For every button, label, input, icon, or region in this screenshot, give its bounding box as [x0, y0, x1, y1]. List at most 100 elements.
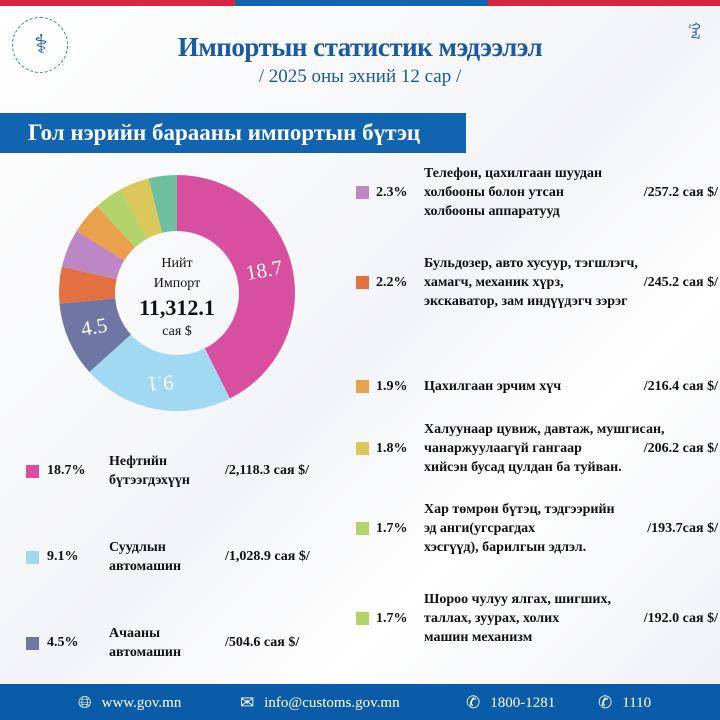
legend-label-line: Суудлын [109, 540, 166, 555]
donut-slice [59, 298, 131, 372]
legend-label-line: холбооны аппаратууд [424, 204, 560, 219]
donut-slice [76, 206, 135, 261]
globe-icon: 🌐︎ [78, 693, 92, 713]
phone-link[interactable]: ✆ 1110 [598, 693, 651, 713]
mail-icon: ✉ [240, 693, 255, 713]
legend-swatch [356, 612, 369, 625]
legend-value: /257.2 сая $/ [643, 185, 718, 200]
legend-item: 1.8% Халуунаар цувиж, давтаж, мушгисан, … [356, 420, 718, 477]
slice-label: 9.1 [146, 371, 174, 397]
phone-icon: ✆ [466, 693, 481, 713]
donut-slice [89, 334, 230, 411]
legend-label: Шороо чулуу ялгах, шигших, таллах, зуура… [424, 590, 718, 647]
legend-percent: 1.7% [376, 610, 408, 626]
mongolian-script-logo: ᠭᠠᠯ [688, 22, 702, 40]
legend-item: 2.2% Бульдозер, авто хусуур, тэгшлэгч, х… [356, 254, 718, 311]
center-label: Импорт [153, 276, 201, 291]
legend-label-line: экскаватор, зам индүүдэгч зэрэг [424, 294, 628, 309]
top-stripe-blue [235, 0, 488, 6]
customs-logo: ⚕ [12, 17, 68, 73]
legend-swatch [356, 186, 369, 199]
page-subtitle: / 2025 оны эхний 12 сар / [258, 66, 462, 87]
legend-percent: 4.5% [47, 635, 79, 650]
legend-percent: 1.8% [376, 440, 408, 456]
legend-label-line: Хар төмрөн бүтэц, тэдгээрийн [424, 502, 615, 517]
website-text: www.gov.mn [101, 694, 182, 711]
legend-item: 1.9% Цахилгаан эрчим хүч/216.4 сая $/ [356, 358, 718, 415]
legend-label: Цахилгаан эрчим хүч/216.4 сая $/ [424, 358, 718, 415]
legend-label-line: автомашин [109, 559, 182, 574]
legend-swatch [356, 380, 369, 393]
legend-swatch [356, 276, 369, 289]
donut-slice [61, 230, 125, 280]
website-link[interactable]: 🌐︎ www.gov.mn [78, 693, 181, 713]
legend-value: /1,028.9 сая $/ [225, 549, 310, 564]
legend-value: /2,118.3 сая $/ [225, 463, 309, 478]
legend-label-line: хэсгүүд), барилгын эдлэл. [424, 540, 587, 555]
legend-label-line: Нефтийн [109, 454, 168, 469]
legend-label-line: Халуунаар цувиж, давтаж, мушгисан, [424, 422, 665, 437]
legend-label-line: эд анги(угсрагдах [424, 521, 536, 536]
legend-label-line: холбооны болон утсан [424, 185, 564, 200]
footer: 🌐︎ www.gov.mn ✉ info@customs.gov.mn ✆ 1800-… [0, 684, 720, 720]
section-banner: Гол нэрийн барааны импортын бүтэц [0, 113, 466, 153]
slice-label: 4.5 [79, 313, 109, 341]
legend-label-line: Телефон, цахилгаан шуудан [424, 166, 603, 181]
legend-swatch [26, 636, 39, 650]
legend-swatch [356, 442, 369, 455]
legend-item: 4.5% Ачааны автомашин /504.6 сая $/ [26, 624, 299, 662]
legend-item: 1.7% Хар төмрөн бүтэц, тэдгээрийн эд анг… [356, 500, 718, 557]
legend-percent: 1.7% [376, 520, 408, 536]
legend-label: Хар төмрөн бүтэц, тэдгээрийн эд анги(угс… [424, 500, 718, 557]
legend-item: 2.3% Телефон, цахилгаан шуудан холбооны … [356, 164, 718, 221]
email-text: info@customs.gov.mn [264, 694, 400, 711]
donut-slice [120, 178, 163, 239]
total-value: 11,312.1 [139, 295, 215, 320]
legend-label: Халуунаар цувиж, давтаж, мушгисан, чанар… [424, 420, 718, 477]
legend-label: Бульдозер, авто хусуур, тэгшлэгч, хамагч… [424, 254, 718, 311]
legend-percent: 18.7% [47, 463, 86, 478]
phone-text: 1800-1281 [490, 694, 556, 711]
legend-label-line: Ачааны [109, 626, 161, 641]
page-title: Импортын статистик мэдээлэл [177, 32, 543, 62]
legend-label-line: чанаржуулаагүй гангаар [424, 441, 582, 456]
legend-value: /192.0 сая $/ [643, 611, 718, 626]
legend-label-line: Цахилгаан эрчим хүч [424, 379, 562, 394]
donut-slice [177, 175, 295, 399]
legend-value: /193.7сая $/ [647, 521, 718, 536]
donut-slice [59, 266, 117, 304]
donut-center: Нийт Импорт 11,312.1 сая $ [115, 254, 239, 342]
donut-slice [148, 175, 177, 233]
legend-percent: 2.3% [376, 184, 408, 200]
legend-label: Нефтийн бүтээгдэхүүн [109, 452, 225, 490]
legend-swatch [26, 464, 39, 478]
legend-label-line: хийсэн бусад цулдан ба туйван. [424, 460, 622, 475]
legend-percent: 2.2% [376, 274, 408, 290]
donut-slice [97, 189, 148, 248]
legend-label: Ачааны автомашин [109, 624, 225, 662]
top-stripe-red [488, 0, 720, 6]
legend-label-line: хамагч, механик хүрз, [424, 275, 564, 290]
legend-value: /245.2 сая $/ [643, 275, 718, 290]
donut-chart: 18.79.14.5 [59, 175, 295, 411]
legend-label-line: бүтээгдэхүүн [109, 473, 190, 488]
legend-label-line: машин механизм [424, 630, 533, 645]
phone-link[interactable]: ✆ 1800-1281 [466, 693, 555, 713]
legend-percent: 1.9% [376, 378, 408, 394]
legend-label-line: таллах, зуурах, холих [424, 611, 560, 626]
legend-label: Суудлын автомашин [109, 538, 225, 576]
caduceus-icon: ⚕ [33, 30, 49, 59]
legend-label-line: Шороо чулуу ялгах, шигших, [424, 592, 611, 607]
legend-value: /216.4 сая $/ [643, 379, 718, 394]
legend-swatch [356, 522, 369, 535]
email-link[interactable]: ✉ info@customs.gov.mn [240, 693, 400, 713]
legend-label-line: автомашин [109, 645, 182, 660]
phone-text: 1110 [622, 694, 652, 711]
legend-label-line: Бульдозер, авто хусуур, тэгшлэгч, [424, 256, 638, 271]
center-label: Нийт [161, 256, 193, 271]
phone-icon: ✆ [598, 693, 613, 713]
top-stripe-red [0, 0, 235, 6]
legend-item: 18.7% Нефтийн бүтээгдэхүүн /2,118.3 сая $… [26, 452, 309, 490]
legend-percent: 9.1% [47, 549, 79, 564]
legend-value: /206.2 сая $/ [643, 441, 718, 456]
